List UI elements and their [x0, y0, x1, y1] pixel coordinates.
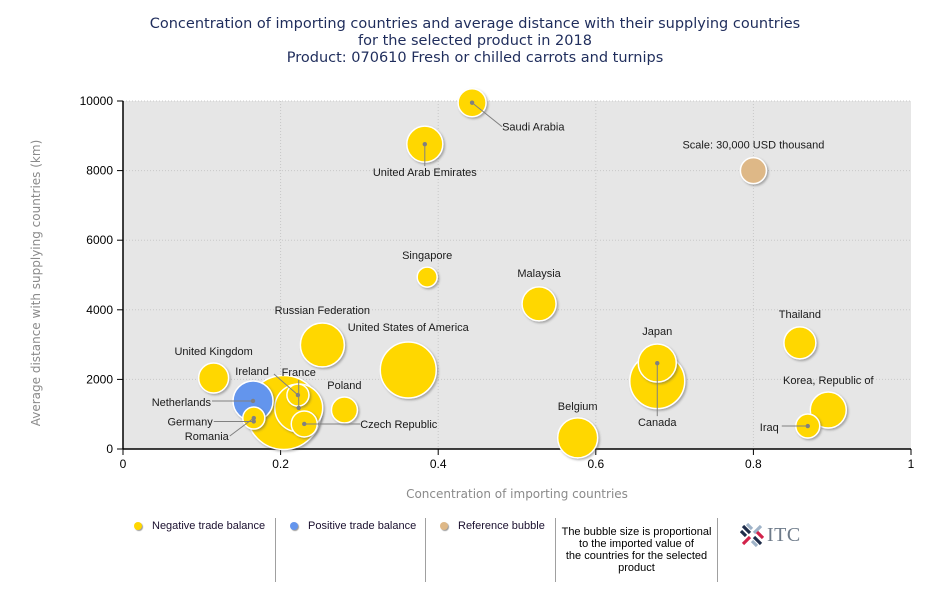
x-tick-label: 0.4 [430, 457, 447, 471]
leader-dot [251, 419, 256, 424]
itc-logo: ITC [740, 523, 801, 547]
leader-dot [250, 398, 256, 404]
bubble-label: Malaysia [517, 268, 561, 280]
bubble-label: United Arab Emirates [373, 167, 477, 179]
legend-dot-icon [440, 522, 448, 530]
note-line: The bubble size is proportional [561, 526, 712, 538]
leader-dot [296, 405, 301, 411]
y-tick-label: 8000 [86, 164, 113, 178]
reference-bubble [739, 156, 768, 185]
leader-dot [655, 360, 660, 366]
bubble-label: Korea, Republic of [783, 375, 874, 387]
legend-item-negative[interactable]: Negative trade balance [120, 518, 276, 582]
bubble-belgium [556, 417, 599, 459]
y-tick-label: 10000 [80, 94, 114, 108]
bubble-label: Germany [168, 416, 214, 428]
bubble-label: Ireland [235, 366, 269, 378]
y-axis-title: Average distance with supplying countrie… [29, 140, 43, 427]
title-line-1: Concentration of importing countries and… [149, 16, 801, 32]
y-tick-label: 6000 [86, 233, 113, 247]
bubble-label: United States of America [348, 322, 470, 334]
leader-dot [422, 141, 428, 147]
bubble-united-kingdom [197, 362, 230, 394]
bubble-label: Japan [642, 326, 672, 338]
chart-title: Concentration of importing countries and… [0, 16, 950, 67]
leader-lines [212, 102, 808, 437]
itc-logo-text: ITC [767, 523, 801, 546]
legend-item-positive[interactable]: Positive trade balance [276, 518, 426, 582]
bubble-label: Poland [327, 380, 361, 392]
note-line: the countries for the selected [565, 550, 708, 562]
note-line: to the imported value of [579, 538, 694, 550]
bubble-label: Thailand [779, 309, 821, 321]
bubble-label: United Kingdom [174, 346, 252, 358]
y-tick-label: 4000 [86, 303, 113, 317]
bubble-korea-republic-of [809, 391, 848, 429]
reference-bubble-label: Scale: 30,000 USD thousand [682, 140, 824, 152]
title-line-2: for the selected product in 2018 [358, 33, 592, 49]
bubble-label: France [282, 367, 316, 379]
bubble-united-states-of-america [379, 341, 438, 399]
itc-logo-icon [740, 523, 764, 547]
bubble-label: Russian Federation [275, 305, 370, 317]
legend-dot-icon [134, 522, 142, 530]
bubble-label: Belgium [558, 401, 598, 413]
axes: 0 2000 4000 6000 8000 10000 0 0.2 0.4 0.6 0.8 1 [80, 94, 915, 471]
bubble-size-note: The bubble size is proportional to the i… [556, 518, 718, 582]
bubble-label: Romania [185, 431, 230, 443]
leader-line [471, 102, 503, 128]
title-line-3: Product: 070610 Fresh or chilled carrots… [286, 50, 664, 66]
leader-dot [295, 392, 301, 398]
x-tick-label: 0.6 [587, 457, 604, 471]
legend-item-reference[interactable]: Reference bubble [426, 518, 556, 582]
leader-dot [805, 423, 810, 429]
x-tick-label: 1 [908, 457, 915, 471]
legend-dot-icon [290, 522, 298, 530]
legend: Negative trade balance Positive trade ba… [120, 518, 718, 582]
bubble-thailand [783, 326, 817, 360]
x-tick-label: 0 [120, 457, 127, 471]
legend-label: Negative trade balance [152, 520, 266, 532]
x-tick-label: 0.2 [272, 457, 289, 471]
bubble-label: Czech Republic [360, 419, 438, 431]
bubble-label: Iraq [760, 422, 779, 434]
bubble-poland [330, 396, 359, 424]
leader-dot [469, 100, 475, 105]
leader-line [229, 417, 255, 437]
bubble-russian-federation [299, 322, 346, 368]
legend-label: Reference bubble [458, 520, 545, 532]
leader-dot [251, 415, 257, 421]
leader-line [273, 373, 299, 396]
y-tick-label: 0 [106, 442, 113, 456]
bubble-labels: Scale: 30,000 USD thousand Saudi Arabia Un… [152, 100, 874, 443]
bubble-label: Saudi Arabia [502, 122, 565, 134]
bubble-label: Canada [638, 417, 677, 429]
note-line: product [618, 562, 655, 574]
x-axis-title: Concentration of importing countries [406, 487, 628, 501]
bubble-malaysia [521, 286, 557, 322]
y-tick-label: 2000 [86, 372, 113, 386]
leader-dot [302, 421, 307, 427]
legend-label: Positive trade balance [308, 520, 417, 532]
bubble-singapore [416, 266, 438, 288]
x-tick-label: 0.8 [745, 457, 762, 471]
bubble-label: Netherlands [152, 397, 212, 409]
bubble-label: Singapore [402, 250, 452, 262]
